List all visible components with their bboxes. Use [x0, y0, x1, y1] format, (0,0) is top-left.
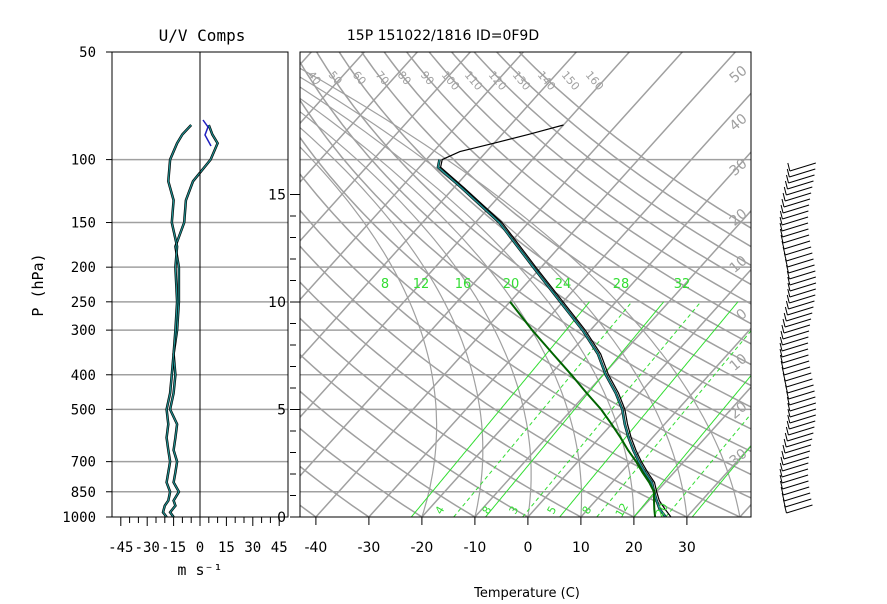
- temperature-axis-label: Temperature (C): [473, 586, 580, 600]
- pressure-tick-label: 100: [71, 153, 96, 169]
- temperature-tick-label: -10: [463, 540, 486, 556]
- uv-x-tick-label: -45: [108, 540, 133, 556]
- pressure-tick-label: 700: [71, 455, 96, 471]
- temperature-tick-label: -30: [357, 540, 380, 556]
- height-tick-label: 0: [277, 510, 286, 526]
- pressure-tick-label: 150: [71, 216, 96, 232]
- uv-x-tick-label: -15: [161, 540, 186, 556]
- chart-title: 15P 151022/1816 ID=0F9D: [347, 28, 539, 44]
- uv-axis-unit: m s⁻¹: [177, 561, 222, 579]
- pressure-tick-label: 300: [71, 323, 96, 339]
- temperature-tick-label: -40: [304, 540, 327, 556]
- temperature-tick-label: 20: [625, 540, 643, 556]
- uv-x-tick-label: -30: [135, 540, 160, 556]
- height-tick-label: 15: [268, 188, 286, 204]
- mixing-ratio-label: 16: [455, 277, 472, 292]
- temperature-tick-label: -20: [410, 540, 433, 556]
- temperature-tick-label: 30: [678, 540, 696, 556]
- mixing-ratio-label: 32: [674, 277, 691, 292]
- pressure-tick-label: 400: [71, 368, 96, 384]
- uv-x-tick-label: 45: [271, 540, 288, 556]
- height-tick-label: 5: [277, 403, 286, 419]
- uv-x-tick-label: 15: [218, 540, 235, 556]
- pressure-axis-label: P (hPa): [29, 253, 47, 316]
- height-tick-label: 10: [268, 295, 286, 311]
- uv-panel-title: U/V Comps: [159, 26, 246, 45]
- mixing-ratio-label: 12: [413, 277, 430, 292]
- pressure-tick-label: 200: [71, 260, 96, 276]
- pressure-tick-label: 500: [71, 402, 96, 418]
- mixing-ratio-label: 8: [381, 277, 389, 292]
- pressure-tick-label: 850: [71, 485, 96, 501]
- temperature-tick-label: 0: [523, 540, 532, 556]
- temperature-tick-label: 10: [572, 540, 590, 556]
- pressure-tick-label: 250: [71, 295, 96, 311]
- mixing-ratio-label: 28: [613, 277, 630, 292]
- mixing-ratio-label: 24: [555, 277, 572, 292]
- mixing-ratio-label: 20: [503, 277, 520, 292]
- uv-x-tick-label: 30: [244, 540, 261, 556]
- pressure-tick-label: 50: [79, 45, 96, 61]
- pressure-tick-label: 1000: [62, 510, 96, 526]
- uv-x-tick-label: 0: [196, 540, 204, 556]
